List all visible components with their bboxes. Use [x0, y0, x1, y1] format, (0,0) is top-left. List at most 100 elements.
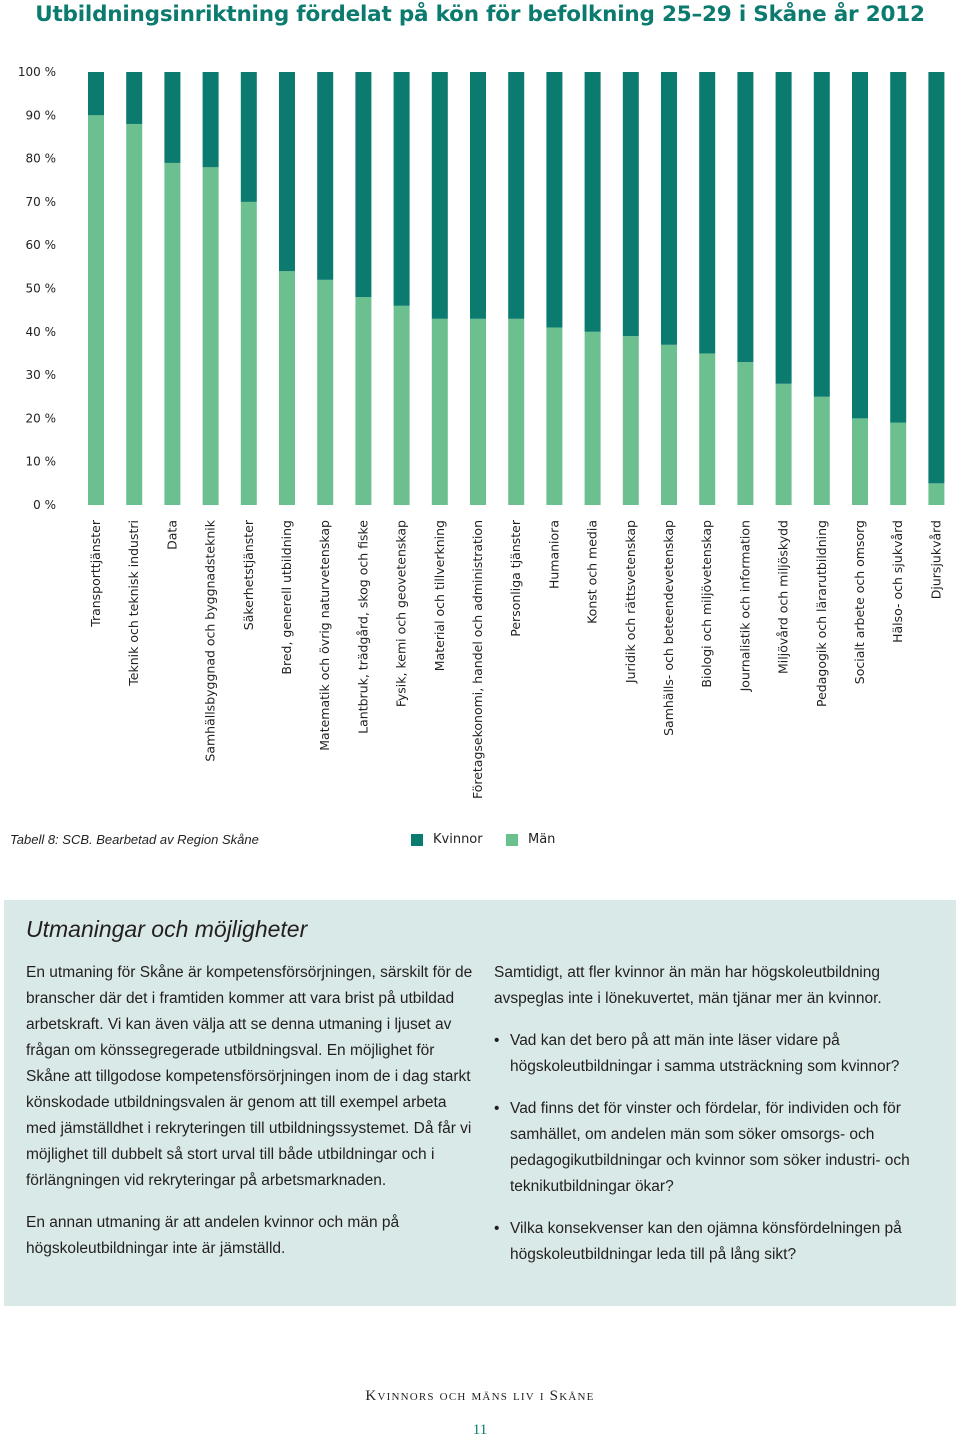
panel-left-column: En utmaning för Skåne är kompetensförsör…: [26, 960, 478, 1278]
bar-kvinnor: [164, 72, 181, 163]
bar-man: [584, 331, 601, 505]
bar-man: [202, 167, 219, 505]
bar-man: [279, 271, 295, 505]
bar-kvinnor: [431, 72, 448, 319]
x-category-label: Bred, generell utbildning: [279, 520, 294, 675]
left-paragraph-2: En annan utmaning är att andelen kvinnor…: [26, 1214, 400, 1257]
x-category-label: Material och tillverkning: [432, 520, 447, 671]
x-category-label: Journalistik och information: [737, 520, 752, 692]
bar-kvinnor: [355, 72, 372, 298]
bar-man: [431, 318, 448, 505]
bar-man: [890, 422, 907, 505]
legend-label-kvinnor: Kvinnor: [433, 832, 483, 847]
bar-kvinnor: [546, 72, 563, 328]
bar-kvinnor: [661, 72, 677, 345]
bar-man: [737, 362, 754, 505]
bar-kvinnor: [813, 72, 830, 397]
page-number: 11: [472, 1422, 488, 1438]
x-category-label: Konst och media: [585, 520, 600, 624]
bar-man: [393, 305, 410, 505]
bar-kvinnor: [88, 72, 104, 116]
bar-kvinnor: [699, 72, 716, 354]
x-category-label: Personliga tjänster: [508, 519, 523, 637]
bar-man: [240, 201, 257, 505]
x-category-label: Socialt arbete och omsorg: [852, 520, 867, 684]
bar-kvinnor: [852, 72, 868, 419]
bar-man: [622, 336, 639, 505]
legend-item-man: Män: [506, 832, 555, 847]
x-category-label: Djursjukvård: [928, 520, 943, 599]
bar-kvinnor: [393, 72, 410, 306]
bar-man: [546, 327, 563, 505]
bar-man: [775, 383, 792, 505]
bar-man: [813, 396, 830, 505]
chart-source: Tabell 8: SCB. Bearbetad av Region Skåne: [10, 832, 259, 847]
bar-kvinnor: [890, 72, 907, 423]
bar-chart: 0 % 10 % 20 % 30 % 40 % 50 % 60 % 70 % 80 % 90 % 1…: [18, 65, 945, 799]
y-tick-label: 60 %: [26, 238, 57, 252]
panel-right-column: Samtidigt, att fler kvinnor än män har h…: [494, 960, 942, 1284]
question-item: Vilka konsekvenser kan den ojämna könsfö…: [494, 1216, 942, 1268]
panel-title: Utmaningar och möjligheter: [26, 916, 308, 942]
x-category-label: Samhälls- och beteendevetenskap: [661, 520, 676, 736]
x-category-label: Juridik och rättsvetenskap: [623, 520, 638, 684]
y-tick-label: 90 %: [26, 108, 57, 122]
x-category-label: Säkerhetstjänster: [241, 519, 256, 630]
bar-man: [852, 418, 868, 505]
y-tick-label: 70 %: [26, 195, 57, 209]
y-tick-label: 80 %: [26, 152, 57, 166]
x-category-label: Teknik och teknisk industri: [126, 520, 141, 687]
bar-man: [317, 279, 334, 505]
question-item: Vad kan det bero på att män inte läser v…: [494, 1028, 942, 1080]
x-category-label: Matematik och övrig naturvetenskap: [317, 520, 332, 751]
bar-man: [355, 297, 372, 505]
bar-kvinnor: [508, 72, 525, 319]
bar-kvinnor: [240, 72, 257, 202]
bar-man: [699, 353, 716, 505]
left-paragraph-1: En utmaning för Skåne är kompetensförsör…: [26, 964, 473, 1189]
y-tick-label: 10 %: [26, 455, 57, 469]
bar-man: [126, 123, 143, 506]
bar-kvinnor: [622, 72, 639, 337]
legend-label-man: Män: [528, 832, 556, 847]
bar-kvinnor: [126, 72, 143, 124]
bar-kvinnor: [584, 72, 601, 332]
bar-kvinnor: [737, 72, 754, 363]
y-tick-label: 30 %: [26, 368, 57, 382]
x-category-label: Lantbruk, trädgård, skog och fiske: [355, 520, 370, 734]
question-list: Vad kan det bero på att män inte läser v…: [494, 1028, 942, 1268]
bar-kvinnor: [317, 72, 334, 280]
legend-item-kvinnor: Kvinnor: [411, 832, 483, 847]
x-category-label: Pedagogik och lärarutbildning: [814, 520, 829, 707]
question-item: Vad finns det för vinster och fördelar, …: [494, 1096, 942, 1200]
chart-title: Utbildningsinriktning fördelat på kön fö…: [35, 2, 925, 27]
bar-kvinnor: [775, 72, 792, 384]
bar-kvinnor: [470, 72, 486, 319]
bar-man: [661, 344, 677, 505]
x-category-label: Biologi och miljövetenskap: [699, 520, 714, 688]
y-tick-label: 40 %: [26, 325, 57, 339]
bar-kvinnor: [279, 72, 295, 272]
y-tick-label: 20 %: [26, 411, 57, 425]
bar-man: [470, 318, 486, 505]
right-intro: Samtidigt, att fler kvinnor än män har h…: [494, 964, 882, 1007]
x-category-label: Data: [164, 520, 179, 550]
x-category-label: Hälso- och sjukvård: [890, 520, 905, 643]
bar-man: [164, 162, 181, 505]
x-category-label: Miljövård och miljöskydd: [776, 520, 791, 674]
x-category-label: Transporttjänster: [88, 519, 103, 628]
legend-swatch-man: [506, 833, 518, 846]
bar-man: [88, 115, 104, 506]
x-category-label: Humaniora: [546, 520, 561, 589]
y-tick-label: 0 %: [33, 498, 56, 512]
y-tick-label: 50 %: [26, 282, 57, 296]
challenges-panel: Utmaningar och möjligheter En utmaning f…: [4, 900, 956, 1306]
x-category-label: Fysik, kemi och geovetenskap: [394, 520, 409, 707]
legend-swatch-kvinnor: [411, 833, 423, 846]
publication-title: Kvinnors och mäns liv i Skåne: [365, 1388, 595, 1404]
x-category-label: Samhällsbyggnad och byggnadsteknik: [203, 519, 218, 761]
bar-kvinnor: [202, 72, 219, 168]
bar-man: [928, 483, 945, 505]
bar-man: [508, 318, 525, 505]
bar-kvinnor: [928, 72, 945, 484]
